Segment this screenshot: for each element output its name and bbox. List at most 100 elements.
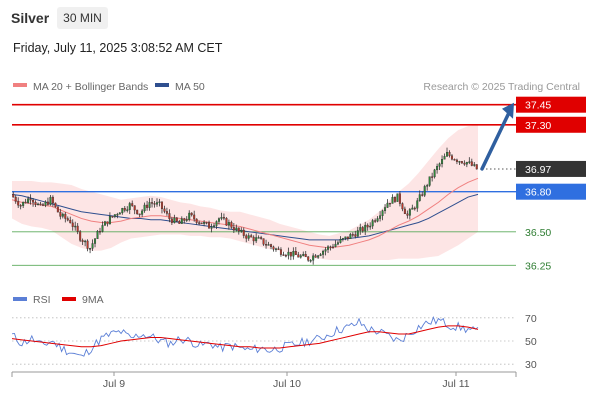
candle-body <box>141 210 144 215</box>
rsi-tick-label: 30 <box>525 359 537 371</box>
candle-body <box>165 211 168 214</box>
candle-body <box>208 222 211 229</box>
candle-body <box>14 196 17 202</box>
projection-arrow-shaft <box>480 110 511 171</box>
candle-body <box>349 234 352 239</box>
candle-body <box>128 203 131 210</box>
candle-body <box>309 260 312 262</box>
level-tag-pivot <box>516 183 586 200</box>
candle-body <box>460 161 463 164</box>
candle-body <box>339 239 342 243</box>
candle-body <box>448 152 451 156</box>
candle-body <box>336 242 339 245</box>
candle-body <box>146 204 149 208</box>
candle-body <box>431 176 434 178</box>
ma9-legend-label: 9MA <box>82 294 104 306</box>
candle-body <box>381 210 384 216</box>
candle-body <box>282 254 285 256</box>
candle-body <box>178 221 181 224</box>
candle-body <box>356 230 359 237</box>
candle-body <box>262 238 265 245</box>
candle-body <box>423 186 426 196</box>
rsi-plot: 70 50 30 <box>11 313 537 371</box>
candle-body <box>51 196 54 204</box>
datetime-label: Friday, July 11, 2025 3:08:52 AM CET <box>13 41 223 55</box>
candle-body <box>168 213 171 220</box>
candle-body <box>304 254 307 257</box>
candle-body <box>403 208 406 215</box>
candle-body <box>242 229 245 236</box>
candle-body <box>163 208 166 212</box>
instrument-title: Silver <box>11 10 50 26</box>
candle-body <box>79 231 82 241</box>
ma20-legend-label: MA 20 + Bollinger Bands <box>33 81 148 93</box>
candle-body <box>41 204 44 206</box>
candle-body <box>292 251 295 257</box>
candle-body <box>175 217 178 222</box>
candle-body <box>359 227 362 231</box>
candle-body <box>453 159 456 161</box>
candle-body <box>433 169 436 178</box>
candle-body <box>260 237 263 239</box>
candle-body <box>39 203 42 206</box>
candle-body <box>24 201 27 204</box>
candle-body <box>86 240 89 249</box>
candle-body <box>346 236 349 239</box>
rsi-tick-label: 50 <box>525 336 537 348</box>
candle-body <box>148 202 151 208</box>
candle-body <box>287 251 290 256</box>
level-tag-resistance <box>516 116 586 133</box>
candle-body <box>379 215 382 219</box>
candle-body <box>324 249 327 252</box>
x-tick-label: Jul 10 <box>273 378 301 390</box>
candle-body <box>232 227 235 231</box>
x-tick-label: Jul 11 <box>442 378 469 390</box>
candle-body <box>255 237 258 242</box>
projection-arrow-head <box>502 102 514 119</box>
candle-body <box>143 204 146 212</box>
candle-body <box>465 161 468 165</box>
candle-body <box>421 194 424 196</box>
rsi-line <box>11 315 479 357</box>
candle-body <box>54 202 57 207</box>
candle-body <box>89 248 92 250</box>
candle-body <box>225 217 228 226</box>
candle-body <box>418 194 421 201</box>
ma50-legend-swatch <box>155 83 169 87</box>
candle-body <box>458 161 461 163</box>
candle-body <box>213 225 216 228</box>
timeframe-badge[interactable]: 30 MIN <box>57 7 108 29</box>
candle-body <box>341 238 344 240</box>
bollinger-band-area <box>12 124 478 260</box>
rsi-ma9-line <box>11 325 479 349</box>
x-tick-label: Jul 9 <box>103 378 125 390</box>
candle-body <box>408 209 411 216</box>
candle-body <box>450 155 453 160</box>
candle-body <box>332 246 334 249</box>
candle-body <box>428 176 431 186</box>
candle-body <box>84 240 87 243</box>
candle-body <box>29 198 32 201</box>
candle-body <box>441 159 444 165</box>
candle-body <box>44 201 47 206</box>
candle-body <box>113 214 116 217</box>
candle-body <box>468 161 471 163</box>
candle-body <box>463 162 466 165</box>
candle-body <box>252 236 255 242</box>
level-label-resistance: 37.30 <box>525 120 551 132</box>
candle-body <box>470 161 473 166</box>
candle-body <box>329 246 332 248</box>
level-tag-resistance <box>516 96 586 113</box>
candle-body <box>314 255 317 258</box>
candle-body <box>59 211 62 217</box>
ma20-legend-swatch <box>13 83 27 87</box>
candle-body <box>265 244 268 246</box>
candle-body <box>270 244 273 248</box>
candle-body <box>158 201 161 203</box>
candle-body <box>277 248 280 250</box>
candle-body <box>123 208 126 211</box>
candle-body <box>319 254 322 256</box>
candle-body <box>198 222 201 224</box>
candle-body <box>27 198 30 204</box>
